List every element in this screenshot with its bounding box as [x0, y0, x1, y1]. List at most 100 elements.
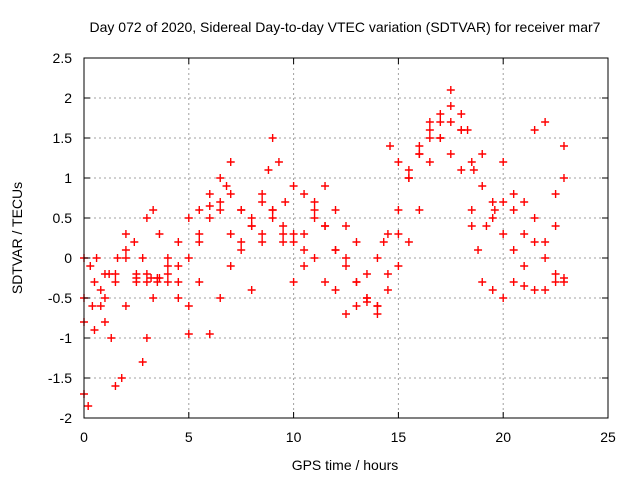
data-point: [142, 270, 151, 278]
data-point: [342, 254, 350, 262]
data-point: [404, 238, 413, 246]
data-point: [469, 166, 478, 174]
data-point: [222, 182, 231, 190]
data-point: [105, 270, 114, 278]
data-point: [279, 222, 288, 230]
data-point: [216, 294, 225, 302]
data-point: [488, 286, 497, 294]
data-point: [436, 134, 445, 142]
data-point: [551, 270, 560, 278]
data-point: [216, 206, 225, 214]
data-point: [404, 166, 413, 174]
data-point: [310, 206, 319, 214]
data-point: [436, 118, 445, 126]
data-point: [289, 230, 298, 238]
data-point: [155, 230, 164, 238]
data-point: [321, 182, 330, 190]
y-tick-label: 1: [64, 170, 72, 186]
data-point: [226, 190, 235, 198]
data-point: [482, 222, 491, 230]
data-point: [174, 278, 183, 286]
data-point: [530, 286, 539, 294]
y-tick-label: -0.5: [48, 290, 72, 306]
data-point: [383, 230, 392, 238]
data-point: [551, 222, 560, 230]
data-point: [226, 158, 235, 166]
data-point: [107, 334, 116, 342]
data-point: [205, 190, 214, 198]
data-point: [331, 286, 340, 294]
data-point: [163, 270, 172, 278]
y-tick-label: 2.5: [53, 50, 73, 66]
data-point: [138, 254, 147, 262]
data-point: [331, 246, 340, 254]
data-point: [216, 198, 225, 206]
data-point: [386, 142, 395, 150]
x-tick-label: 20: [495, 429, 511, 445]
x-tick-label: 10: [286, 429, 302, 445]
data-point: [184, 214, 193, 222]
data-point: [474, 246, 483, 254]
data-point: [195, 278, 204, 286]
chart-ticks: [83, 57, 609, 419]
data-point: [195, 230, 204, 238]
data-point: [404, 174, 413, 182]
data-point: [394, 262, 403, 270]
data-point: [226, 230, 235, 238]
data-point: [88, 302, 97, 310]
data-point: [362, 294, 371, 302]
data-point: [490, 206, 499, 214]
data-point: [352, 278, 361, 286]
data-point: [142, 214, 151, 222]
data-point: [163, 262, 172, 270]
data-point: [310, 214, 319, 222]
data-point: [383, 286, 392, 294]
series-trace-d: [80, 118, 568, 326]
data-point: [90, 326, 99, 334]
y-tick-label: 0: [64, 250, 72, 266]
data-point: [258, 238, 267, 246]
data-point: [117, 374, 126, 382]
data-point: [163, 254, 172, 262]
data-point: [100, 318, 109, 326]
data-point: [195, 238, 204, 246]
data-point: [530, 126, 539, 134]
data-point: [274, 158, 283, 166]
x-tick-label: 15: [391, 429, 407, 445]
data-point: [247, 286, 256, 294]
data-point: [96, 286, 105, 294]
data-point: [149, 206, 158, 214]
data-point: [478, 278, 487, 286]
data-point: [446, 150, 455, 158]
data-point: [425, 118, 434, 126]
data-point: [488, 198, 497, 206]
data-point: [509, 278, 518, 286]
data-point: [499, 158, 508, 166]
data-point: [310, 254, 319, 262]
data-point: [362, 270, 371, 278]
data-point: [520, 230, 529, 238]
data-point: [446, 86, 455, 94]
data-point: [425, 126, 434, 134]
chart-title: Day 072 of 2020, Sidereal Day-to-day VTE…: [90, 19, 601, 35]
data-point: [149, 294, 158, 302]
data-point: [457, 110, 466, 118]
data-point: [174, 238, 183, 246]
data-point: [520, 282, 529, 290]
data-point: [509, 190, 518, 198]
data-point: [559, 278, 568, 286]
data-point: [142, 334, 151, 342]
data-point: [457, 126, 466, 134]
data-point: [90, 278, 99, 286]
data-point: [121, 230, 130, 238]
data-point: [247, 214, 256, 222]
data-point: [488, 214, 497, 222]
data-point: [163, 278, 172, 286]
series-trace-c: [80, 86, 568, 310]
data-point: [281, 198, 290, 206]
data-point: [321, 222, 330, 230]
data-point: [289, 238, 298, 246]
data-point: [258, 198, 267, 206]
data-point: [541, 254, 550, 262]
